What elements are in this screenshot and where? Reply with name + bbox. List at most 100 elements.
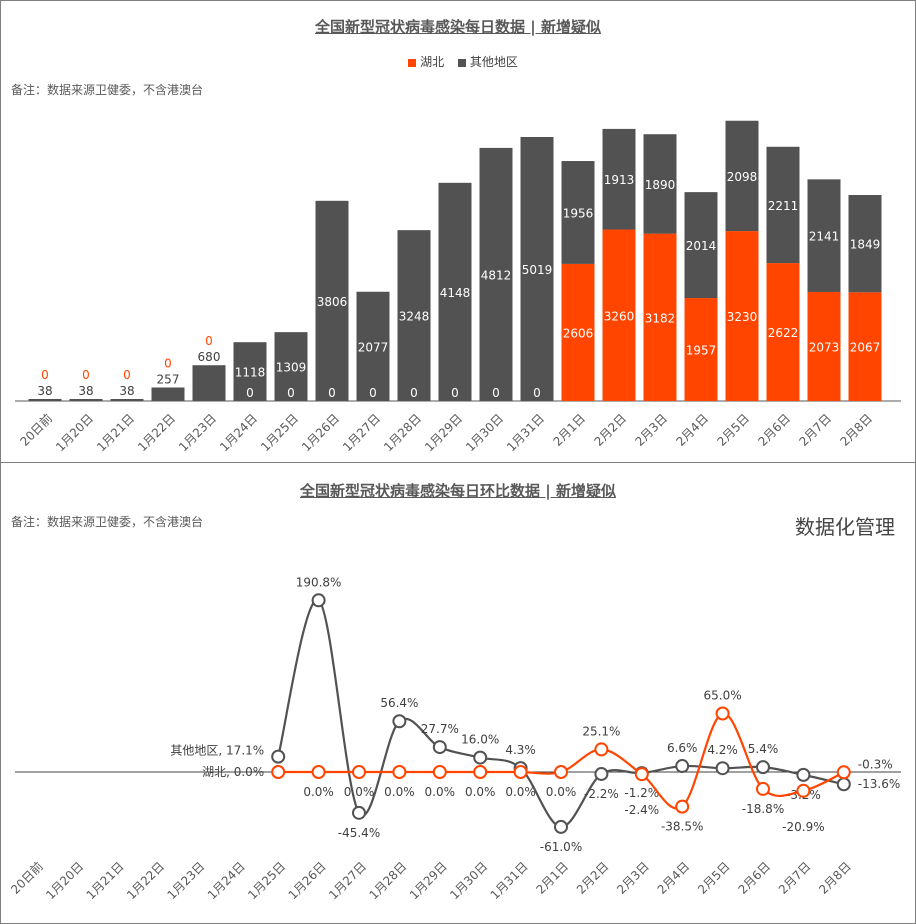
data-label-hubei: 0.0% (425, 785, 456, 799)
data-label-hubei: 65.0% (704, 689, 742, 703)
data-label-other: 1956 (563, 206, 594, 220)
x-tick-label: 1月30日 (447, 859, 490, 902)
x-tick-label: 2月1日 (533, 859, 571, 897)
x-tick-label: 1月23日 (176, 411, 219, 454)
x-tick-label: 2月3日 (614, 859, 652, 897)
data-label-hubei: 0 (492, 386, 500, 400)
x-tick-label: 1月27日 (340, 411, 383, 454)
data-label-other: 2077 (358, 340, 389, 354)
data-label-hubei: 0.0% (344, 785, 375, 799)
data-label-hubei: 0 (533, 386, 541, 400)
x-tick-label: 1月24日 (217, 411, 260, 454)
data-label-other: 257 (157, 372, 180, 386)
data-label-other: 1849 (850, 238, 881, 252)
data-label-other: 1309 (276, 361, 307, 375)
data-label-hubei: 0.0% (465, 785, 496, 799)
legend-swatch-hubei (408, 58, 417, 67)
point-other (432, 740, 447, 755)
x-tick-label: 2月5日 (714, 411, 752, 449)
point-other (352, 805, 366, 820)
data-label-hubei: 0 (164, 356, 172, 370)
data-label-hubei: 25.1% (582, 724, 620, 738)
legend-hubei: 湖北 (420, 55, 445, 69)
x-tick-label: 1月25日 (245, 859, 288, 902)
data-label-other: 190.8% (296, 575, 342, 589)
data-label-other: 1913 (604, 173, 635, 187)
bar-other (274, 332, 308, 401)
data-label-hubei: -2.4% (624, 803, 659, 817)
data-label-other: 38 (119, 384, 134, 398)
point-hubei (554, 765, 568, 779)
data-label-other: 6.6% (667, 741, 698, 755)
data-label-other: -2.2% (584, 787, 619, 801)
data-label-other: 4812 (481, 268, 512, 282)
data-label-hubei: 0 (41, 368, 49, 382)
x-tick-label: 2月6日 (755, 411, 793, 449)
point-hubei (594, 742, 609, 757)
x-tick-label: 2月5日 (695, 859, 733, 897)
data-label-hubei: 1957 (686, 344, 717, 358)
data-label-hubei: 0 (82, 368, 90, 382)
series-name-label-hubei: 湖北, 0.0% (202, 764, 264, 779)
legend-swatch-other (457, 58, 466, 67)
x-tick-label: 2月2日 (591, 411, 629, 449)
point-other (796, 767, 811, 782)
x-tick-label: 1月29日 (407, 859, 450, 902)
x-tick-label: 20日前 (8, 859, 46, 897)
data-label-hubei: 2606 (563, 326, 594, 340)
point-other (675, 759, 690, 774)
point-hubei (432, 765, 447, 779)
data-label-other: 56.4% (380, 696, 418, 710)
point-hubei (634, 767, 649, 782)
data-label-other: 3806 (317, 295, 348, 309)
bar-other (438, 182, 472, 401)
x-tick-label: 2月6日 (735, 859, 773, 897)
bar-hubei (766, 263, 800, 401)
x-tick-label: 2月4日 (673, 411, 711, 449)
x-tick-label: 2月8日 (816, 859, 854, 897)
x-tick-label: 1月26日 (299, 411, 342, 454)
x-tick-label: 1月26日 (286, 859, 329, 902)
point-other (473, 750, 488, 765)
data-label-other: 680 (198, 350, 221, 364)
watermark: 数据化管理 (795, 515, 895, 539)
data-label-other: 5.4% (748, 742, 779, 756)
x-tick-label: 1月24日 (205, 859, 248, 902)
x-tick-label: 2月1日 (550, 411, 588, 449)
data-label-hubei: 3230 (727, 310, 758, 324)
bar-other (479, 147, 513, 401)
x-tick-label: 1月21日 (84, 859, 127, 902)
bar-other (561, 161, 595, 264)
x-tick-label: 1月29日 (422, 411, 465, 454)
x-tick-label: 2月8日 (837, 411, 875, 449)
daily-change-line-panel: 全国新型冠状病毒感染每日环比数据 | 新增疑似 其他地区, 17.1% 190.8… (0, 462, 916, 924)
x-tick-label: 2月7日 (776, 859, 814, 897)
bar-other (848, 195, 882, 293)
data-label-hubei: -20.9% (782, 820, 824, 834)
bar-plot: 38 0 38 0 38 0 257 0 680 0 1118 0 1309 0 3806 0 2077 0 324… (15, 120, 901, 454)
data-label-hubei: 0.0% (505, 785, 536, 799)
data-label-hubei: -38.5% (661, 820, 703, 834)
data-label-other: 4148 (440, 286, 471, 300)
legend: 湖北 其他地区 (1, 53, 915, 70)
point-other (594, 766, 609, 781)
x-tick-label: 2月7日 (796, 411, 834, 449)
bar-other (602, 128, 636, 230)
point-hubei (392, 765, 407, 779)
data-label-hubei: -0.3% (858, 757, 893, 771)
point-other (554, 819, 568, 834)
data-label-hubei: 0.0% (303, 785, 334, 799)
point-hubei (715, 706, 730, 721)
point-hubei (271, 765, 286, 779)
bar-other (69, 399, 103, 401)
point-hubei (675, 799, 690, 814)
data-label-other: -1.2% (624, 786, 659, 800)
data-label-other: -13.6% (858, 777, 900, 791)
bar-other (725, 120, 759, 232)
data-label-other: 1890 (645, 178, 676, 192)
bar-other (315, 200, 349, 401)
data-label-hubei: 0 (328, 386, 336, 400)
point-hubei (513, 765, 528, 779)
bar-other (520, 137, 554, 401)
x-tick-label: 1月31日 (488, 859, 531, 902)
